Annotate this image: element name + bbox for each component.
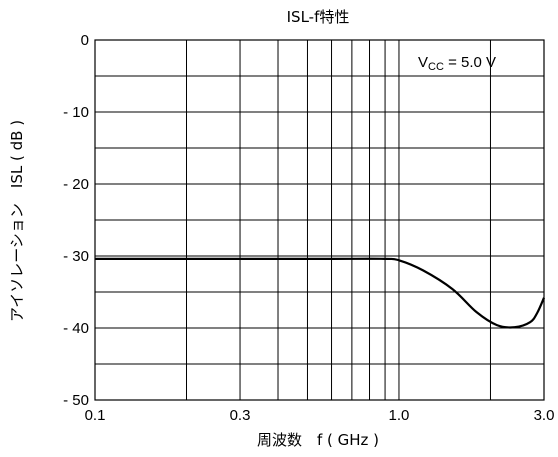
x-axis-label: 周波数 f ( GHz ) — [257, 431, 379, 449]
vcc-annotation-rest: = 5.0 V — [444, 54, 496, 71]
x-tick-label: 1.0 — [389, 407, 410, 424]
x-tick-label: 3.0 — [534, 407, 555, 424]
grid — [95, 40, 544, 400]
y-axis-label: アイソレーション ISL ( dB ) — [8, 120, 26, 322]
x-tick-label: 0.1 — [85, 407, 106, 424]
x-tick-labels: 0.1 0.3 1.0 3.0 — [85, 407, 555, 424]
vcc-annotation-main: V — [418, 54, 428, 71]
y-tick-label: - 50 — [63, 392, 89, 409]
isl-curve — [95, 257, 546, 329]
y-tick-label: 0 — [81, 32, 89, 49]
y-tick-label: - 10 — [63, 104, 89, 121]
vcc-annotation-sub: CC — [428, 61, 444, 73]
plot-frame — [94, 39, 545, 401]
y-tick-label: - 30 — [63, 248, 89, 265]
vcc-annotation: VCC = 5.0 V — [418, 54, 496, 73]
y-tick-label: - 40 — [63, 320, 89, 337]
chart-title: ISL-f特性 — [287, 8, 350, 26]
x-tick-label: 0.3 — [230, 407, 251, 424]
y-tick-labels: 0 - 10 - 20 - 30 - 40 - 50 — [63, 32, 89, 409]
y-tick-label: - 20 — [63, 176, 89, 193]
